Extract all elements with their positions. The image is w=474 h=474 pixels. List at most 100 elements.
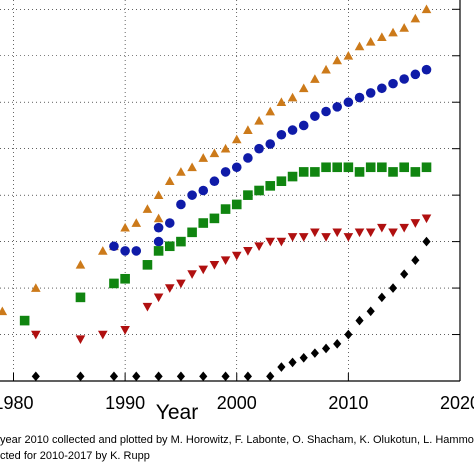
axis-ticks bbox=[12, 8, 461, 381]
data-point bbox=[132, 371, 141, 382]
x-axis-label: Year bbox=[156, 401, 198, 424]
data-point bbox=[153, 246, 164, 256]
data-point bbox=[343, 50, 354, 60]
data-point bbox=[0, 306, 8, 316]
series-square bbox=[19, 162, 432, 326]
plot-frame bbox=[0, 0, 461, 382]
data-point bbox=[276, 129, 287, 140]
data-point bbox=[377, 83, 387, 94]
data-point bbox=[209, 261, 220, 270]
data-point bbox=[187, 190, 197, 200]
series-triangle-up bbox=[0, 4, 432, 316]
data-point bbox=[231, 162, 242, 173]
data-point bbox=[333, 339, 342, 349]
data-point bbox=[399, 74, 409, 84]
data-point bbox=[421, 162, 432, 173]
data-point bbox=[153, 213, 164, 223]
data-point bbox=[354, 167, 365, 177]
data-point bbox=[410, 219, 421, 228]
data-point bbox=[209, 148, 220, 158]
data-point bbox=[198, 218, 209, 228]
data-point bbox=[231, 251, 242, 261]
data-point bbox=[164, 284, 175, 293]
data-point bbox=[388, 283, 398, 293]
data-point bbox=[254, 185, 264, 196]
data-point bbox=[142, 260, 153, 270]
data-point bbox=[221, 371, 230, 382]
data-point bbox=[310, 74, 320, 83]
data-point bbox=[254, 242, 264, 252]
data-point bbox=[254, 116, 264, 125]
data-point bbox=[410, 13, 421, 23]
data-point bbox=[120, 222, 130, 232]
data-point bbox=[354, 41, 365, 51]
data-point bbox=[343, 97, 354, 108]
data-point bbox=[243, 125, 253, 134]
data-point bbox=[421, 214, 432, 224]
data-point bbox=[388, 27, 398, 37]
data-point bbox=[388, 78, 398, 89]
data-point bbox=[298, 83, 309, 93]
grid-lines bbox=[0, 0, 461, 381]
data-point bbox=[310, 348, 319, 358]
data-point bbox=[310, 228, 320, 238]
data-point bbox=[422, 236, 431, 247]
data-point bbox=[400, 269, 409, 279]
data-point bbox=[399, 162, 409, 173]
data-point bbox=[399, 23, 409, 32]
data-point bbox=[97, 330, 108, 340]
data-point bbox=[243, 371, 252, 382]
data-point bbox=[343, 162, 354, 173]
data-point bbox=[265, 106, 276, 116]
data-point bbox=[243, 247, 253, 256]
credit-line-1: year 2010 collected and plotted by M. Ho… bbox=[0, 434, 474, 446]
data-point bbox=[220, 256, 231, 265]
data-point bbox=[377, 32, 387, 42]
data-point bbox=[265, 181, 276, 191]
data-point bbox=[120, 273, 130, 284]
series-circle bbox=[109, 64, 432, 256]
data-point bbox=[421, 4, 432, 14]
data-point bbox=[377, 223, 387, 233]
data-point bbox=[332, 228, 343, 238]
data-point bbox=[243, 190, 253, 200]
data-point bbox=[187, 227, 197, 238]
series-diamond bbox=[31, 236, 431, 382]
data-point bbox=[276, 237, 287, 247]
data-point bbox=[298, 120, 309, 131]
data-point bbox=[298, 233, 309, 242]
data-point bbox=[399, 223, 409, 233]
data-point bbox=[321, 162, 331, 173]
data-point bbox=[287, 171, 298, 182]
x-tick-label: 1990 bbox=[105, 393, 145, 413]
data-point bbox=[176, 199, 186, 210]
data-point bbox=[76, 371, 85, 382]
data-point bbox=[231, 199, 242, 210]
data-point bbox=[310, 111, 320, 121]
data-point bbox=[321, 343, 331, 354]
data-point bbox=[153, 222, 164, 233]
data-point bbox=[19, 315, 30, 326]
data-point bbox=[109, 371, 119, 382]
data-point bbox=[411, 255, 420, 265]
data-point bbox=[421, 64, 432, 75]
data-point bbox=[75, 335, 86, 344]
data-point bbox=[231, 134, 242, 144]
data-point bbox=[365, 162, 376, 173]
data-point bbox=[164, 176, 175, 186]
data-point bbox=[75, 260, 86, 269]
data-point bbox=[243, 153, 253, 163]
data-point bbox=[97, 246, 108, 255]
data-point bbox=[109, 241, 119, 252]
data-point bbox=[199, 371, 208, 382]
data-point bbox=[31, 371, 40, 382]
x-tick-labels: 1980 1990 2000 2010 2020 bbox=[0, 393, 474, 413]
data-point bbox=[176, 279, 186, 289]
data-point bbox=[153, 190, 164, 199]
data-point bbox=[332, 55, 343, 65]
data-point bbox=[164, 241, 175, 252]
data-point bbox=[276, 176, 287, 187]
data-point bbox=[388, 228, 398, 238]
data-point bbox=[154, 371, 163, 382]
data-point bbox=[365, 37, 376, 46]
